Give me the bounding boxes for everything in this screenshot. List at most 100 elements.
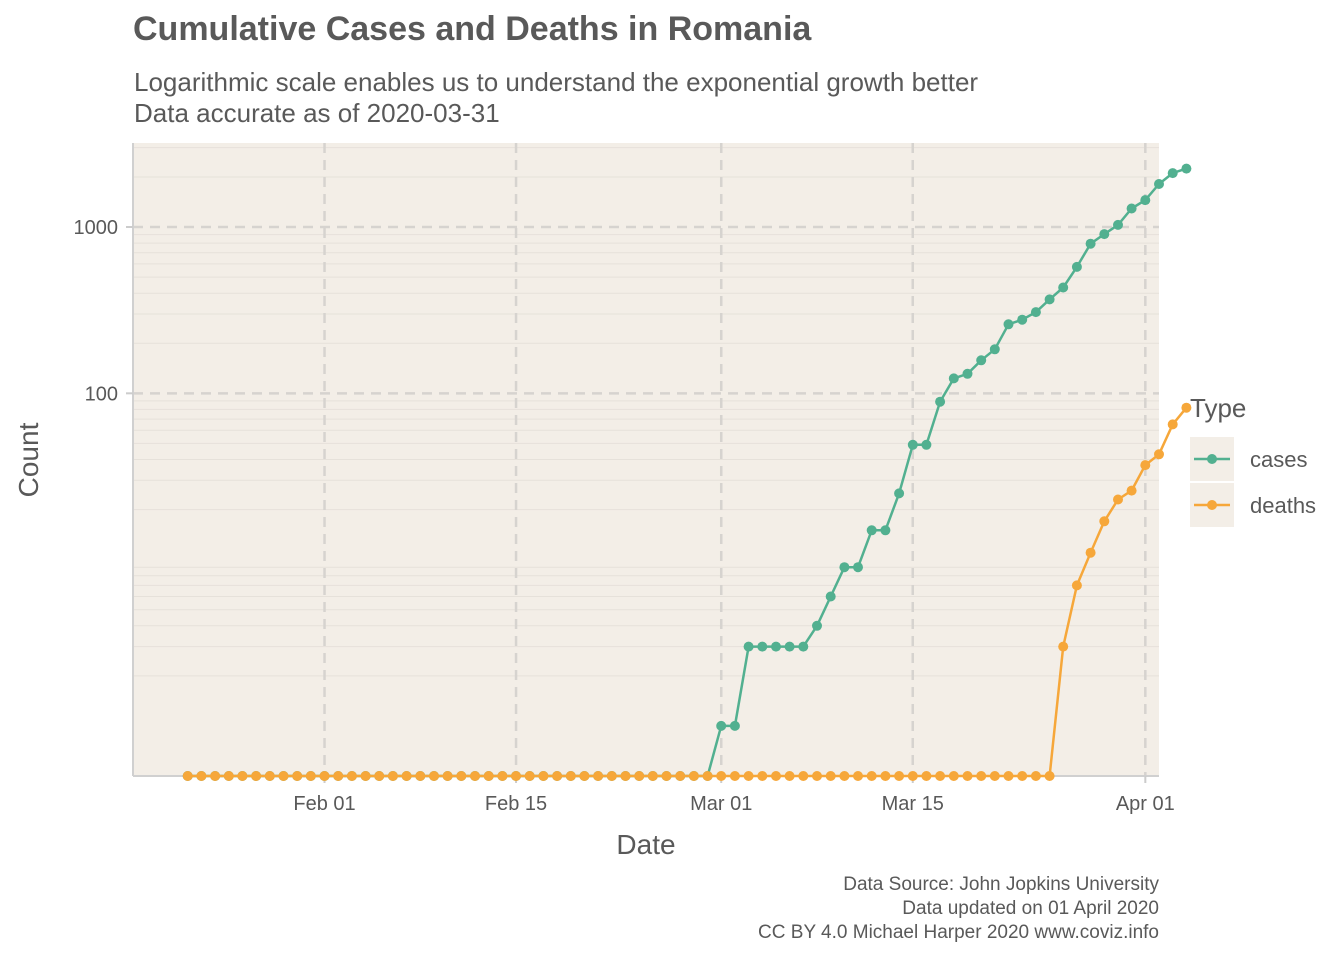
- legend-items: cases deaths: [1190, 437, 1316, 527]
- data-point-deaths: [305, 771, 316, 781]
- data-point-deaths: [470, 771, 480, 781]
- data-point-deaths: [278, 771, 289, 781]
- data-point-deaths: [415, 771, 426, 781]
- chart-subtitle-line-2: Data accurate as of 2020-03-31: [134, 98, 500, 128]
- data-point-cases: [853, 562, 863, 573]
- data-point-deaths: [456, 771, 467, 781]
- caption-line-2: Data updated on 01 April 2020: [902, 898, 1159, 919]
- data-point-deaths: [839, 771, 850, 781]
- data-point-deaths: [1030, 771, 1041, 781]
- data-point-deaths: [360, 771, 371, 781]
- data-point-cases: [825, 591, 836, 602]
- data-point-cases: [894, 488, 905, 499]
- caption-line-3: CC BY 4.0 Michael Harper 2020 www.coviz.…: [758, 922, 1159, 943]
- data-point-deaths: [962, 771, 973, 781]
- data-point-deaths: [976, 771, 987, 781]
- data-point-cases: [907, 439, 918, 450]
- series-layer: [182, 163, 1192, 781]
- data-point-deaths: [387, 771, 398, 781]
- data-point-deaths: [401, 771, 412, 781]
- data-point-deaths: [989, 771, 1000, 781]
- data-point-deaths: [483, 771, 494, 781]
- data-point-cases: [716, 720, 727, 731]
- data-point-deaths: [907, 771, 918, 781]
- y-axis-ticks: 100 1000: [74, 217, 133, 405]
- data-point-deaths: [552, 771, 563, 781]
- data-point-cases: [1058, 282, 1069, 293]
- data-point-deaths: [319, 771, 330, 781]
- data-point-cases: [1140, 195, 1151, 206]
- data-point-deaths: [237, 771, 248, 781]
- data-point-cases: [1017, 314, 1028, 325]
- data-point-deaths: [1017, 771, 1028, 781]
- data-point-deaths: [1058, 641, 1069, 652]
- data-point-cases: [1099, 229, 1110, 240]
- data-point-deaths: [880, 771, 891, 781]
- data-point-cases: [798, 641, 809, 652]
- data-point-cases: [812, 620, 822, 631]
- data-point-deaths: [647, 771, 658, 781]
- data-point-deaths: [1181, 402, 1192, 413]
- data-point-deaths: [593, 771, 604, 781]
- data-point-cases: [948, 373, 959, 384]
- legend-label: cases: [1250, 447, 1307, 472]
- data-point-cases: [962, 368, 973, 379]
- data-point-deaths: [429, 771, 439, 781]
- data-point-deaths: [716, 771, 727, 781]
- data-point-deaths: [1113, 494, 1123, 505]
- legend-key-point: [1207, 500, 1217, 510]
- data-point-cases: [771, 641, 781, 652]
- data-point-deaths: [210, 771, 221, 781]
- legend-label: deaths: [1250, 493, 1316, 518]
- data-point-deaths: [223, 771, 234, 781]
- data-point-cases: [1071, 261, 1082, 272]
- data-point-deaths: [264, 771, 275, 781]
- data-point-cases: [1085, 238, 1096, 249]
- data-point-cases: [1030, 307, 1041, 318]
- data-point-deaths: [606, 771, 617, 781]
- x-tick-label: Mar 01: [690, 793, 752, 815]
- data-point-deaths: [757, 771, 768, 781]
- x-tick-label: Feb 01: [293, 793, 355, 815]
- data-point-deaths: [812, 771, 822, 781]
- data-point-deaths: [894, 771, 905, 781]
- chart-subtitle-line-1: Logarithmic scale enables us to understa…: [134, 67, 979, 97]
- legend-title: Type: [1190, 393, 1246, 423]
- y-tick-label: 1000: [74, 217, 119, 239]
- data-point-deaths: [661, 771, 672, 781]
- data-point-deaths: [524, 771, 535, 781]
- minor-gridlines: [133, 147, 1159, 677]
- legend-key-point: [1207, 454, 1217, 464]
- data-point-deaths: [346, 771, 357, 781]
- data-point-deaths: [853, 771, 863, 781]
- data-point-deaths: [538, 771, 549, 781]
- data-point-deaths: [675, 771, 686, 781]
- data-point-deaths: [743, 771, 754, 781]
- data-point-deaths: [196, 771, 207, 781]
- data-point-deaths: [374, 771, 385, 781]
- data-point-deaths: [182, 771, 193, 781]
- data-point-deaths: [825, 771, 836, 781]
- data-point-cases: [1181, 163, 1192, 174]
- data-point-deaths: [866, 771, 877, 781]
- data-point-cases: [757, 641, 768, 652]
- data-point-deaths: [620, 771, 631, 781]
- data-point-cases: [880, 525, 891, 536]
- major-gridlines: [133, 143, 1159, 776]
- data-point-deaths: [442, 771, 453, 781]
- data-point-deaths: [579, 771, 590, 781]
- data-point-deaths: [1099, 516, 1110, 527]
- data-point-deaths: [1085, 547, 1096, 558]
- data-point-deaths: [1071, 580, 1082, 591]
- y-axis-title: Count: [13, 422, 44, 497]
- data-point-cases: [1126, 203, 1137, 214]
- data-point-deaths: [1126, 485, 1137, 496]
- data-point-cases: [839, 562, 850, 573]
- data-point-cases: [935, 396, 946, 407]
- data-point-deaths: [798, 771, 809, 781]
- data-point-deaths: [688, 771, 699, 781]
- data-point-cases: [866, 525, 877, 536]
- data-point-deaths: [511, 771, 521, 781]
- data-point-deaths: [1044, 771, 1055, 781]
- data-point-cases: [1003, 319, 1014, 330]
